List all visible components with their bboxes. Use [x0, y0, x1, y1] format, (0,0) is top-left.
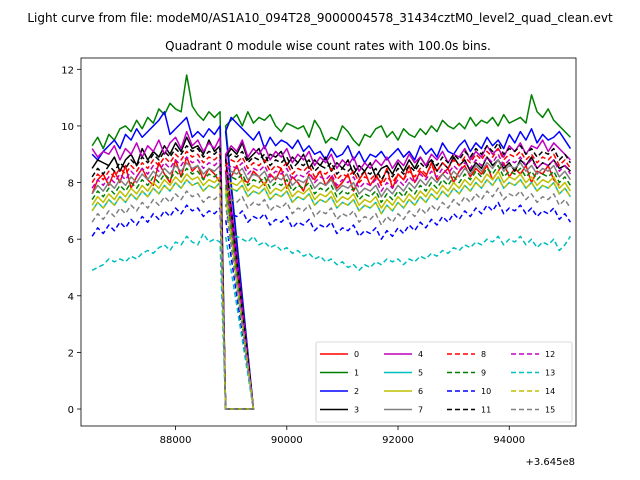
- x-tick-label: 88000: [160, 435, 192, 446]
- plot-border: [80, 57, 577, 427]
- series-line-4: [91, 130, 571, 410]
- y-tick-label: 2: [68, 348, 74, 359]
- figure-suptitle: Light curve from file: modeM0/AS1A10_094…: [27, 11, 613, 25]
- series-line-7: [91, 159, 572, 410]
- series-line-2: [91, 111, 572, 410]
- series-line-15: [91, 187, 572, 410]
- y-tick-label: 10: [61, 122, 74, 133]
- legend-frame: [315, 341, 573, 423]
- legend-label-3: 3: [354, 406, 359, 415]
- series-line-12: [91, 153, 572, 410]
- series-line-10: [91, 201, 572, 410]
- x-axis: 88000 90000 92000 94000: [160, 426, 525, 446]
- x-tick-label: 92000: [382, 435, 414, 446]
- legend-label-0: 0: [354, 350, 359, 359]
- y-tick-label: 12: [61, 65, 74, 76]
- chart-title: Quadrant 0 module wise count rates with …: [165, 39, 491, 53]
- legend-label-5: 5: [418, 369, 423, 378]
- legend-label-7: 7: [418, 406, 423, 415]
- legend-label-2: 2: [354, 387, 359, 396]
- legend-label-6: 6: [418, 387, 423, 396]
- legend-label-15: 15: [545, 406, 555, 415]
- y-tick-label: 4: [68, 292, 74, 303]
- series-line-8: [91, 147, 572, 410]
- series-line-6: [91, 170, 572, 410]
- legend-label-8: 8: [481, 350, 486, 359]
- legend-label-12: 12: [545, 350, 555, 359]
- legend-label-11: 11: [481, 406, 491, 415]
- y-tick-label: 8: [68, 179, 74, 190]
- series-line-14: [91, 176, 572, 410]
- y-tick-label: 6: [68, 235, 74, 246]
- legend-label-13: 13: [545, 369, 555, 378]
- legend-label-4: 4: [418, 350, 423, 359]
- series-line-1: [91, 74, 571, 410]
- y-axis: 0 2 4 6 8 10 12: [61, 65, 81, 416]
- legend-label-14: 14: [545, 387, 555, 396]
- x-tick-label: 94000: [493, 435, 525, 446]
- x-tick-label: 90000: [271, 435, 303, 446]
- y-tick-label: 0: [68, 405, 74, 416]
- legend-label-10: 10: [481, 387, 491, 396]
- series-line-9: [91, 164, 572, 410]
- legend-label-1: 1: [354, 369, 359, 378]
- x-offset-label: +3.645e8: [525, 457, 575, 468]
- legend-label-9: 9: [481, 369, 486, 378]
